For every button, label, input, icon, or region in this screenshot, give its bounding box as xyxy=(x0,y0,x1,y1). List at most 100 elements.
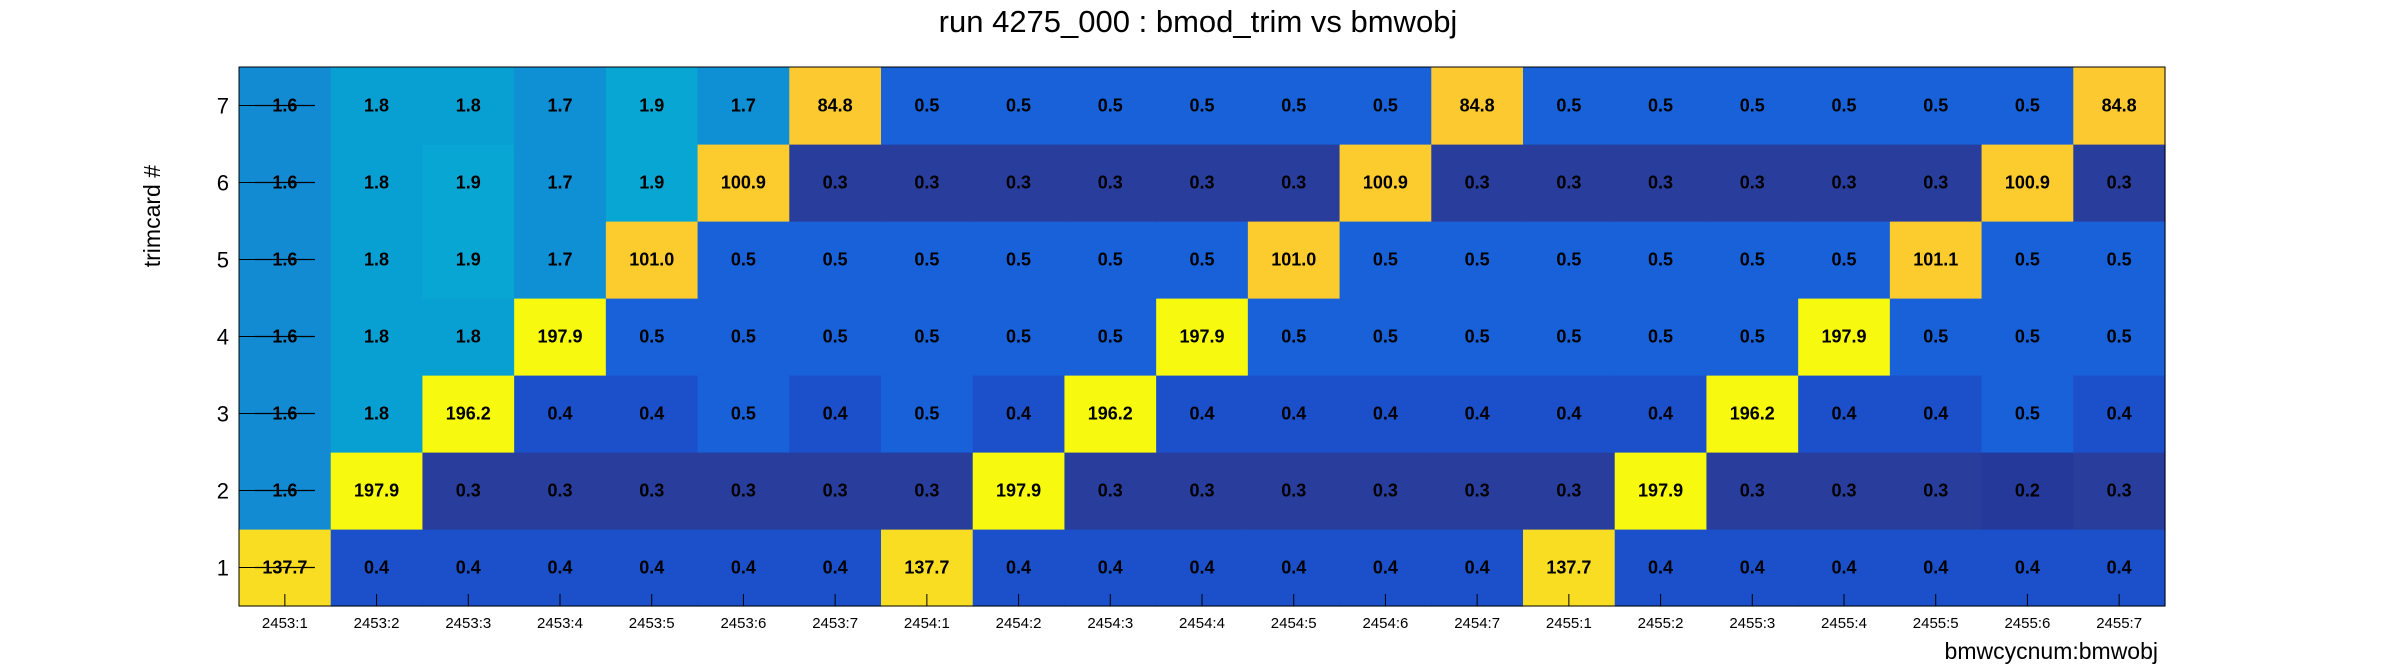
heatmap-cell xyxy=(789,375,882,453)
heatmap-cell xyxy=(1064,298,1157,376)
heatmap-cell xyxy=(1798,452,1891,530)
heatmap-cell xyxy=(422,375,515,453)
cell-value-label: 0.5 xyxy=(731,327,756,347)
x-tick-label: 2454:4 xyxy=(1179,615,1225,632)
cell-value-label: 0.5 xyxy=(1189,96,1214,116)
heatmap-cell xyxy=(330,221,424,299)
cell-value-label: 0.4 xyxy=(1648,558,1673,578)
cell-value-label: 1.9 xyxy=(639,96,664,116)
y-tick-label: 4 xyxy=(217,325,229,350)
cell-value-label: 0.4 xyxy=(1189,404,1214,424)
cell-value-label: 0.3 xyxy=(1831,173,1856,193)
cell-value-label: 0.3 xyxy=(456,481,481,501)
cell-value-label: 0.4 xyxy=(1831,558,1856,578)
heatmap-cell xyxy=(1523,452,1616,530)
cell-value-label: 0.3 xyxy=(914,481,939,501)
heatmap-cell xyxy=(1614,298,1708,376)
cell-value-label: 84.8 xyxy=(2102,96,2137,116)
cell-value-label: 0.4 xyxy=(2107,404,2132,424)
cell-value-label: 0.4 xyxy=(1373,404,1398,424)
heatmap-cell xyxy=(1339,67,1432,145)
heatmap-cell xyxy=(605,452,699,530)
y-tick-label: 2 xyxy=(217,479,229,504)
heatmap-cell xyxy=(1523,67,1616,145)
heatmap-cell xyxy=(1798,67,1891,145)
cell-value-label: 0.4 xyxy=(1281,404,1306,424)
cell-value-label: 0.5 xyxy=(2015,250,2040,270)
cell-value-label: 0.4 xyxy=(2107,558,2132,578)
cell-value-label: 0.3 xyxy=(731,481,756,501)
cell-value-label: 0.5 xyxy=(1281,96,1306,116)
y-tick-label: 1 xyxy=(217,556,229,581)
heatmap-cell xyxy=(1431,221,1524,299)
cell-value-label: 1.7 xyxy=(547,96,572,116)
heatmap-cell xyxy=(1431,67,1524,145)
heatmap-cell xyxy=(1339,375,1432,453)
heatmap-cell xyxy=(330,144,424,222)
cell-value-label: 0.4 xyxy=(639,558,664,578)
cell-value-label: 0.4 xyxy=(547,404,572,424)
heatmap-cell xyxy=(1798,144,1891,222)
heatmap-cell xyxy=(1339,298,1432,376)
cell-value-label: 0.4 xyxy=(1465,558,1490,578)
x-tick-label: 2453:4 xyxy=(537,615,583,632)
cell-value-label: 0.2 xyxy=(2015,481,2040,501)
heatmap-cell xyxy=(697,298,790,376)
cell-value-label: 0.5 xyxy=(1006,96,1031,116)
heatmap-cell xyxy=(881,221,974,299)
heatmap-cell xyxy=(2073,67,2166,145)
cell-value-label: 0.4 xyxy=(823,404,848,424)
cell-value-label: 0.5 xyxy=(1006,327,1031,347)
heatmap-cell xyxy=(2073,298,2166,376)
heatmap-cell xyxy=(422,221,515,299)
cell-value-label: 0.5 xyxy=(2107,327,2132,347)
heatmap-cell xyxy=(881,144,974,222)
cell-value-label: 0.3 xyxy=(2107,173,2132,193)
heatmap-cell xyxy=(1614,144,1708,222)
heatmap-cell xyxy=(2073,221,2166,299)
heatmap-cell xyxy=(697,529,790,607)
cell-value-label: 0.5 xyxy=(1189,250,1214,270)
cell-value-label: 0.3 xyxy=(1189,173,1214,193)
cell-value-label: 0.4 xyxy=(1006,404,1031,424)
cell-value-label: 0.4 xyxy=(456,558,481,578)
heatmap-cell xyxy=(1247,221,1341,299)
cell-value-label: 0.4 xyxy=(1740,558,1765,578)
heatmap-cell xyxy=(1889,221,1983,299)
heatmap-cell xyxy=(1156,529,1249,607)
heatmap-cell xyxy=(1981,221,2074,299)
heatmap-cell xyxy=(1798,375,1891,453)
heatmap-cell xyxy=(1706,67,1799,145)
heatmap-cell xyxy=(881,67,974,145)
cell-value-label: 0.4 xyxy=(547,558,572,578)
cell-value-label: 0.3 xyxy=(547,481,572,501)
heatmap-cell xyxy=(972,452,1066,530)
cell-value-label: 0.5 xyxy=(914,96,939,116)
heatmap-cell xyxy=(605,221,699,299)
heatmap-cell xyxy=(1889,67,1983,145)
heatmap-cell xyxy=(2073,452,2166,530)
x-tick-label: 2455:3 xyxy=(1729,615,1775,632)
x-tick-label: 2455:2 xyxy=(1638,615,1684,632)
heatmap-cell xyxy=(789,221,882,299)
cell-value-label: 0.5 xyxy=(1648,327,1673,347)
x-tick-label: 2455:7 xyxy=(2096,615,2142,632)
cell-value-label: 0.5 xyxy=(1098,327,1123,347)
heatmap-cell xyxy=(330,67,424,145)
cell-value-label: 0.5 xyxy=(823,327,848,347)
cell-value-label: 0.5 xyxy=(1740,96,1765,116)
x-tick-label: 2455:6 xyxy=(2004,615,2050,632)
cell-value-label: 197.9 xyxy=(996,481,1041,501)
heatmap-cell xyxy=(514,375,607,453)
cell-value-label: 0.3 xyxy=(1098,173,1123,193)
cell-value-label: 197.9 xyxy=(1638,481,1683,501)
heatmap-cell xyxy=(881,298,974,376)
heatmap-cell xyxy=(1247,298,1341,376)
heatmap-cell xyxy=(1523,298,1616,376)
cell-value-label: 0.5 xyxy=(1740,250,1765,270)
heatmap-cell xyxy=(330,529,424,607)
heatmap-cell xyxy=(1889,529,1983,607)
heatmap-cell xyxy=(1706,221,1799,299)
x-tick-label: 2453:7 xyxy=(812,615,858,632)
cell-value-label: 0.3 xyxy=(1189,481,1214,501)
